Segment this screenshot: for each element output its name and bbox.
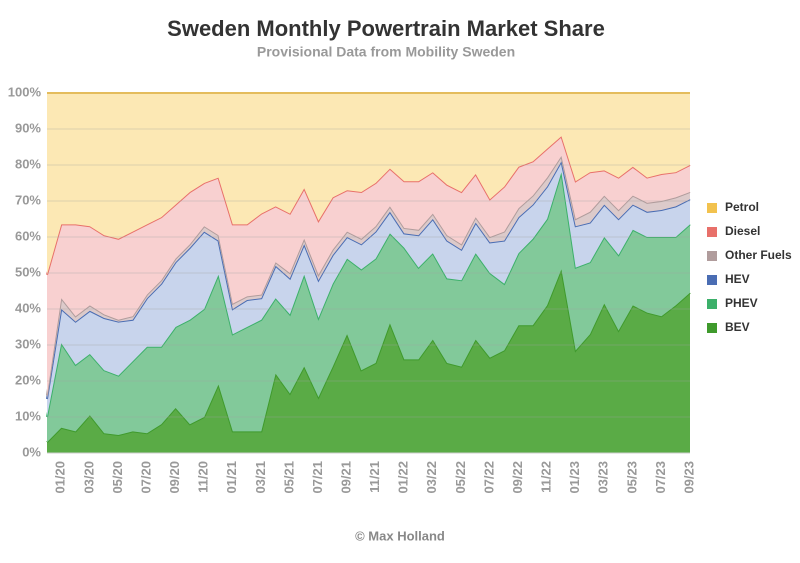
x-tick-label: 07/23	[653, 461, 668, 494]
y-tick-label: 0%	[22, 444, 41, 459]
chart-subtitle: Provisional Data from Mobility Sweden	[257, 44, 515, 60]
legend-label: PHEV	[725, 296, 758, 310]
x-tick-label: 03/22	[424, 461, 439, 494]
y-tick-label: 80%	[15, 156, 41, 171]
area-fill	[47, 172, 690, 443]
x-tick-label: 03/23	[596, 461, 611, 494]
legend-label: Other Fuels	[725, 248, 792, 262]
y-tick-label: 60%	[15, 228, 41, 243]
x-tick-label: 01/23	[567, 461, 582, 494]
legend-swatch	[707, 323, 717, 333]
y-tick-label: 40%	[15, 300, 41, 315]
legend-swatch	[707, 251, 717, 261]
legend-swatch	[707, 227, 717, 237]
x-tick-label: 05/23	[624, 461, 639, 494]
y-tick-label: 10%	[15, 408, 41, 423]
legend-label: HEV	[725, 272, 750, 286]
x-tick-label: 03/21	[253, 461, 268, 494]
legend-swatch	[707, 203, 717, 213]
x-tick-label: 07/21	[310, 461, 325, 494]
x-tick-label: 05/21	[281, 461, 296, 494]
x-tick-label: 11/22	[539, 461, 554, 493]
x-tick-label: 09/23	[681, 461, 696, 494]
footer: © Max Holland	[355, 528, 445, 543]
area-fill	[47, 93, 690, 275]
y-tick-label: 70%	[15, 192, 41, 207]
x-tick-label: 05/22	[453, 461, 468, 494]
x-tick-label: 09/21	[339, 461, 354, 494]
x-tick-label: 09/22	[510, 461, 525, 494]
x-tick-label: 07/22	[481, 461, 496, 494]
area-fill	[47, 136, 690, 396]
area-fill	[47, 269, 690, 453]
y-tick-label: 90%	[15, 120, 41, 135]
x-tick-label: 07/20	[138, 461, 153, 494]
x-tick-label: 11/20	[196, 461, 211, 493]
y-tick-label: 30%	[15, 336, 41, 351]
x-tick-label: 09/20	[167, 461, 182, 494]
x-tick-label: 01/22	[396, 461, 411, 494]
x-tick-label: 01/21	[224, 461, 239, 494]
y-tick-label: 20%	[15, 372, 41, 387]
legend-swatch	[707, 275, 717, 285]
x-tick-label: 01/20	[53, 461, 68, 494]
legend-label: BEV	[725, 320, 750, 334]
area-fill	[47, 161, 690, 417]
x-tick-label: 05/20	[110, 461, 125, 494]
y-tick-label: 100%	[8, 84, 42, 99]
x-tick-label: 11/21	[367, 461, 382, 493]
legend-swatch	[707, 299, 717, 309]
chart-title: Sweden Monthly Powertrain Market Share	[167, 16, 605, 41]
x-tick-label: 03/20	[81, 461, 96, 494]
legend-label: Diesel	[725, 224, 760, 238]
legend-label: Petrol	[725, 200, 759, 214]
y-tick-label: 50%	[15, 264, 41, 279]
